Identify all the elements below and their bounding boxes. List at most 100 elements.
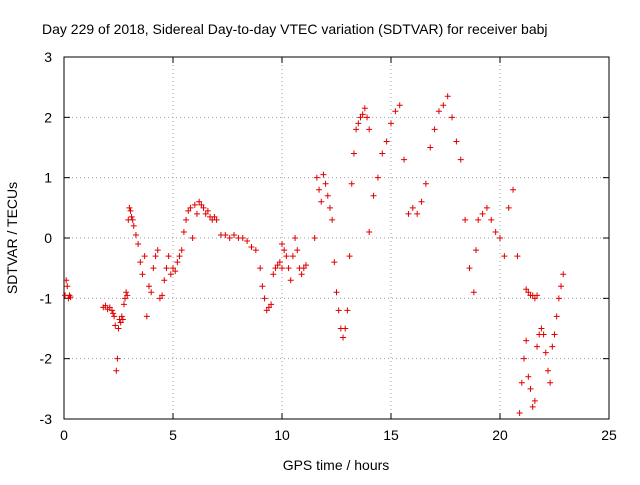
x-tick-label: 20 bbox=[492, 427, 508, 443]
data-point bbox=[198, 201, 205, 208]
data-point bbox=[483, 204, 490, 211]
data-point bbox=[111, 313, 118, 320]
x-tick-label: 5 bbox=[169, 427, 177, 443]
data-point bbox=[200, 204, 207, 211]
data-point bbox=[388, 120, 394, 127]
data-point bbox=[549, 343, 556, 350]
data-point bbox=[422, 180, 429, 187]
data-point bbox=[108, 307, 115, 314]
data-point bbox=[475, 216, 482, 223]
data-point bbox=[313, 174, 320, 181]
data-point bbox=[141, 253, 148, 260]
data-point bbox=[259, 283, 266, 290]
data-point bbox=[202, 210, 209, 217]
data-point bbox=[418, 198, 425, 205]
data-point bbox=[350, 150, 357, 157]
data-point bbox=[333, 289, 340, 296]
data-point bbox=[383, 138, 390, 145]
data-point bbox=[396, 102, 403, 109]
data-point bbox=[466, 265, 473, 272]
data-point bbox=[112, 322, 119, 329]
data-point bbox=[331, 259, 338, 266]
grid-lines bbox=[64, 57, 609, 419]
data-point bbox=[361, 105, 368, 112]
data-point bbox=[335, 307, 342, 314]
data-point bbox=[263, 307, 270, 314]
data-point bbox=[127, 207, 134, 214]
data-point bbox=[527, 385, 534, 392]
data-point bbox=[340, 334, 347, 341]
data-point bbox=[231, 231, 238, 238]
data-point bbox=[409, 204, 416, 211]
data-point bbox=[193, 210, 200, 217]
data-point bbox=[113, 367, 120, 374]
data-point bbox=[355, 120, 362, 127]
data-point bbox=[326, 204, 333, 211]
data-point bbox=[501, 253, 508, 260]
axis-ticks bbox=[63, 56, 610, 420]
data-point bbox=[281, 247, 288, 254]
data-point bbox=[163, 265, 170, 272]
data-point bbox=[529, 403, 536, 410]
data-point bbox=[272, 265, 279, 272]
data-point bbox=[514, 253, 521, 260]
data-point bbox=[479, 210, 486, 217]
data-point bbox=[117, 319, 124, 326]
y-tick-label: 0 bbox=[44, 230, 52, 246]
x-tick-label: 10 bbox=[274, 427, 290, 443]
data-point bbox=[248, 244, 255, 251]
data-point bbox=[143, 313, 150, 320]
data-point bbox=[120, 301, 127, 308]
data-point bbox=[239, 235, 246, 241]
data-point bbox=[302, 262, 309, 269]
data-point bbox=[268, 301, 275, 308]
data-point bbox=[189, 235, 196, 241]
data-point bbox=[311, 235, 318, 241]
data-point bbox=[114, 355, 121, 362]
data-point bbox=[172, 268, 179, 275]
data-point bbox=[130, 222, 137, 229]
data-point bbox=[473, 247, 480, 254]
data-points bbox=[62, 93, 567, 416]
data-point bbox=[440, 102, 447, 109]
data-point bbox=[63, 277, 70, 284]
data-point bbox=[265, 304, 272, 311]
data-point bbox=[329, 216, 336, 223]
data-point bbox=[185, 207, 192, 214]
data-point bbox=[540, 331, 547, 338]
data-point bbox=[534, 343, 541, 350]
data-point bbox=[129, 216, 136, 223]
data-point bbox=[261, 295, 268, 302]
data-point bbox=[457, 156, 464, 163]
data-point bbox=[298, 271, 305, 278]
data-point bbox=[414, 210, 421, 217]
data-point bbox=[187, 204, 194, 211]
data-point bbox=[531, 397, 538, 404]
data-point bbox=[287, 277, 294, 284]
data-point bbox=[525, 373, 532, 380]
data-point bbox=[370, 192, 377, 199]
data-point bbox=[124, 292, 131, 299]
data-point bbox=[538, 325, 545, 332]
data-point bbox=[176, 253, 183, 260]
data-point bbox=[453, 138, 460, 145]
data-point bbox=[154, 247, 161, 254]
data-point bbox=[128, 213, 135, 220]
data-point bbox=[353, 126, 360, 133]
data-point bbox=[196, 198, 203, 205]
data-point bbox=[497, 235, 503, 241]
data-point bbox=[560, 271, 567, 278]
data-point bbox=[211, 213, 218, 220]
data-point bbox=[366, 228, 373, 235]
data-point bbox=[204, 207, 211, 214]
data-point bbox=[518, 379, 525, 386]
data-point bbox=[553, 313, 560, 320]
data-point bbox=[170, 265, 176, 272]
data-point bbox=[342, 325, 349, 332]
data-point bbox=[379, 150, 386, 157]
data-point bbox=[392, 108, 399, 115]
y-tick-label: 2 bbox=[44, 109, 52, 125]
data-point bbox=[470, 289, 477, 296]
data-point bbox=[279, 241, 285, 248]
